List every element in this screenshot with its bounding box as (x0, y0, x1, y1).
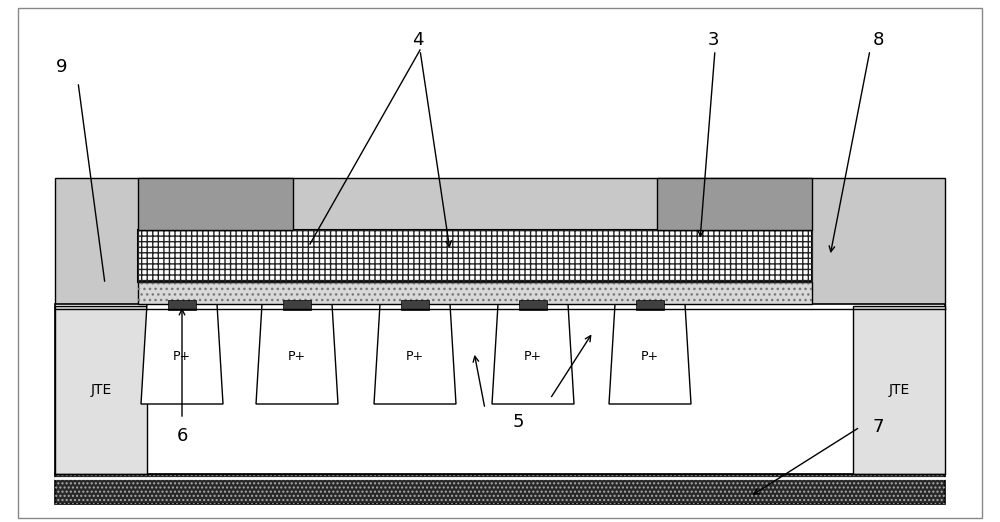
Bar (168, 300, 196, 310)
Text: P+: P+ (173, 350, 191, 362)
Text: 7: 7 (872, 418, 884, 436)
Bar (519, 300, 547, 310)
Bar (138, 282, 812, 304)
Text: 4: 4 (412, 31, 424, 49)
Text: 9: 9 (56, 58, 68, 76)
Text: 6: 6 (176, 427, 188, 445)
Text: JTE: JTE (888, 383, 910, 397)
Bar (853, 306, 945, 474)
Bar (138, 230, 812, 282)
Bar (657, 178, 812, 230)
Polygon shape (374, 304, 456, 404)
Bar (138, 178, 293, 230)
Bar (55, 474, 945, 504)
Bar (401, 300, 429, 310)
Bar (55, 304, 945, 474)
Text: P+: P+ (524, 350, 542, 362)
Polygon shape (492, 304, 574, 404)
Polygon shape (141, 304, 223, 404)
Bar (283, 300, 311, 310)
Bar (55, 306, 147, 474)
Text: JTE: JTE (90, 383, 112, 397)
Text: P+: P+ (288, 350, 306, 362)
Bar (636, 300, 664, 310)
Bar (138, 282, 812, 304)
Bar (55, 474, 945, 504)
Text: P+: P+ (406, 350, 424, 362)
Text: 8: 8 (872, 31, 884, 49)
Text: 5: 5 (512, 413, 524, 431)
Text: P+: P+ (641, 350, 659, 362)
Bar (55, 178, 945, 309)
Bar (138, 230, 812, 282)
Polygon shape (609, 304, 691, 404)
Polygon shape (256, 304, 338, 404)
Text: 3: 3 (707, 31, 719, 49)
